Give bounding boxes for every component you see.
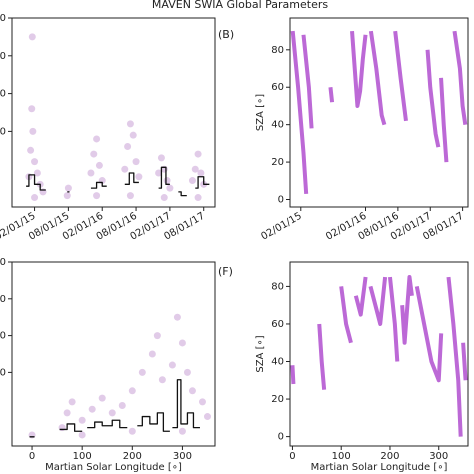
panel-label: (B) [218,28,234,41]
data-point [68,398,76,406]
x-tick-label: 200 [380,451,399,462]
y-tick-label: 60 [271,319,284,330]
data-point [121,165,129,173]
data-point [31,158,39,166]
data-point [31,194,39,202]
x-tick-label: 300 [429,451,448,462]
data-point [198,398,206,406]
data-point [78,416,86,424]
data-point [158,376,166,384]
data-point [160,194,168,202]
y-axis-label: SZA [∘] [255,335,266,372]
x-tick-label: 300 [173,451,192,462]
data-point [93,135,101,143]
y-tick-label: 20 [271,394,284,405]
data-point [28,105,36,113]
figure-title: MAVEN SWIA Global Parameters [152,0,328,11]
data-point [132,158,140,166]
y-tick-label: 20 [271,157,284,168]
x-tick-label: 0 [289,451,295,462]
data-point [98,394,106,402]
data-point [63,192,71,200]
plot-frame [289,17,469,208]
x-tick-label: 100 [332,451,351,462]
data-point [93,192,101,200]
data-point [29,127,37,135]
data-point [88,405,96,413]
data-point [191,165,199,173]
plot-frame [289,261,469,447]
data-point [63,409,71,417]
data-point [153,332,161,340]
y-axis-label: SZA [∘] [255,94,266,131]
data-point [27,146,35,154]
data-point [148,350,156,358]
y-tick-label: 40 [271,357,284,368]
data-point [126,120,134,128]
data-point [155,169,163,177]
y-tick-label: 40 [271,120,284,131]
data-point [78,431,86,439]
data-point [166,184,174,192]
data-point [64,184,72,192]
x-tick-label: 02/01/15 [259,211,303,243]
x-tick-label: 0 [29,451,35,462]
data-point [203,413,211,421]
data-point [129,131,137,139]
data-point [126,192,134,200]
data-point [33,169,41,177]
sza-track [290,275,468,437]
y-tick-label: 80 [271,45,284,56]
y-tick-label: 0 [278,432,284,443]
y-tick-label: 60 [271,82,284,93]
data-point [128,427,136,435]
data-point [178,339,186,347]
data-point [157,154,165,162]
plot-frame [11,261,216,447]
data-point [194,194,202,202]
data-point [138,368,146,376]
data-point [108,409,116,417]
data-point [28,33,36,41]
data-point [188,177,196,185]
data-point [124,143,132,151]
data-point [168,361,176,369]
data-point [135,173,143,181]
sza-track [290,30,468,195]
data-point [128,387,136,395]
x-tick-label: 200 [123,451,142,462]
data-point [95,161,103,169]
data-point [173,313,181,321]
median-step-line [26,166,210,197]
data-point [163,177,171,185]
plot-frame [11,17,216,208]
y-tick-label: 80 [271,281,284,292]
data-point [178,427,186,435]
data-point [194,150,202,158]
median-step-line [29,379,200,438]
data-point [87,169,95,177]
x-axis-label: Martian Solar Longitude [∘] [311,462,448,473]
panel-label: (F) [218,265,233,278]
data-point [197,169,205,177]
y-tick-label: 0 [278,195,284,206]
data-point [183,368,191,376]
x-axis-label: Martian Solar Longitude [∘] [45,462,182,473]
data-point [118,402,126,410]
data-point [90,150,98,158]
x-tick-label: 100 [73,451,92,462]
data-point [188,387,196,395]
